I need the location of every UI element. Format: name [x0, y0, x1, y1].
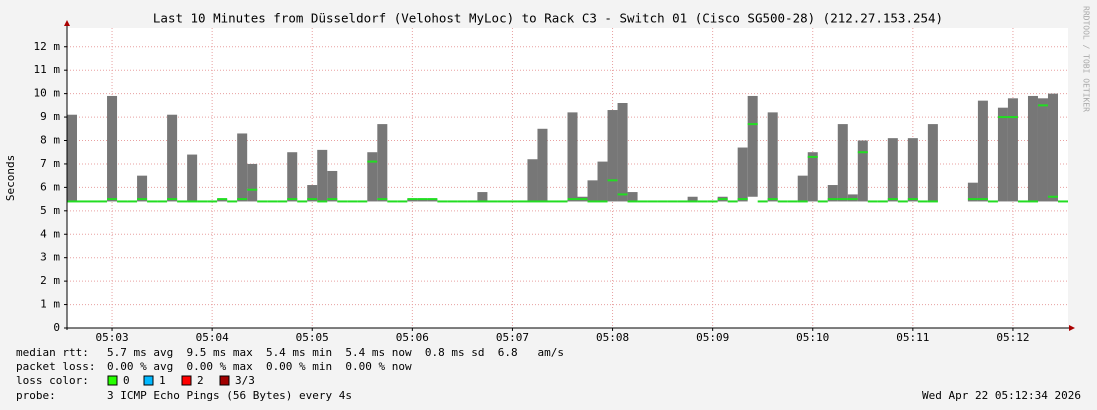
smoke-band — [1027, 95, 1038, 202]
smoke-band — [317, 149, 328, 202]
loss-swatch — [107, 375, 118, 386]
smoke-band — [247, 163, 258, 202]
x-tick-label: 05:06 — [396, 331, 429, 344]
smoke-band — [847, 194, 858, 202]
smoke-band — [107, 95, 118, 202]
smoke-band — [997, 107, 1008, 202]
y-tick-label: 3 m — [40, 251, 60, 264]
loss-swatch-label: 2 — [197, 374, 204, 387]
loss-swatch-label: 0 — [123, 374, 130, 387]
smoke-band — [367, 152, 378, 202]
smoke-band — [167, 114, 178, 202]
smoke-band — [1047, 93, 1058, 202]
y-tick-label: 9 m — [40, 110, 60, 123]
smoke-band — [237, 133, 248, 202]
y-tick-label: 12 m — [34, 40, 61, 53]
axes — [64, 20, 1075, 331]
y-axis-arrow — [64, 20, 70, 26]
smoke-band — [687, 196, 698, 202]
smoke-band — [307, 185, 318, 202]
smoke-band — [477, 192, 488, 202]
x-axis-arrow — [1069, 325, 1075, 331]
smoke-band — [767, 112, 778, 202]
smoke-band — [857, 140, 868, 202]
smoke-band — [1007, 98, 1018, 202]
loss-swatch — [219, 375, 230, 386]
smoke-band — [737, 147, 748, 202]
smoke-band — [617, 103, 628, 202]
y-tick-label: 5 m — [40, 204, 60, 217]
x-tick-label: 05:11 — [896, 331, 929, 344]
smoke-band — [807, 152, 818, 202]
x-tick-label: 05:12 — [996, 331, 1029, 344]
probe-label: probe: — [16, 389, 56, 402]
smoke-band — [407, 199, 418, 202]
watermark: RRDTOOL / TOBI OETIKER — [1082, 6, 1091, 112]
stats-text: 0.00 % avg 0.00 % max 0.00 % min 0.00 % … — [107, 360, 412, 373]
smoke-band — [927, 124, 938, 202]
y-axis-label: Seconds — [4, 155, 17, 201]
x-tick-label: 05:07 — [496, 331, 529, 344]
loss-swatch — [143, 375, 154, 386]
smoke-band — [427, 199, 438, 202]
y-tick-label: 0 — [53, 321, 60, 334]
y-tick-label: 7 m — [40, 157, 60, 170]
timestamp: Wed Apr 22 05:12:34 2026 — [922, 389, 1081, 402]
x-tick-label: 05:10 — [796, 331, 829, 344]
stats-label: median rtt: — [16, 346, 89, 359]
smoke-band — [567, 112, 578, 202]
smoke-band — [527, 159, 538, 202]
x-tick-label: 05:05 — [296, 331, 329, 344]
loss-swatch-label: 1 — [159, 374, 166, 387]
smoke-band — [597, 161, 608, 202]
x-tick-label: 05:03 — [95, 331, 128, 344]
stats-label: packet loss: — [16, 360, 95, 373]
chart-title: Last 10 Minutes from Düsseldorf (Velohos… — [153, 11, 943, 26]
x-tick-label: 05:09 — [696, 331, 729, 344]
loss-label: loss color: — [16, 374, 89, 387]
smoke-band — [137, 175, 148, 202]
smoke-band — [67, 114, 78, 202]
smoke-band — [187, 154, 198, 202]
grid: 0 1 m 2 m 3 m 4 m 5 m 6 m 7 m 8 m 9 m 10 m 11 m 12 m… — [34, 28, 1068, 344]
smoke-band — [627, 192, 638, 202]
smoke-band — [837, 124, 848, 202]
smoke-band — [327, 170, 338, 202]
smoke-band — [537, 128, 548, 202]
smoke-band — [747, 95, 758, 197]
stats-text: 5.7 ms avg 9.5 ms max 5.4 ms min 5.4 ms … — [107, 346, 564, 359]
smoke-band — [607, 110, 618, 202]
smoke-band — [887, 138, 898, 202]
smoke-band — [907, 138, 918, 202]
smoke-band — [287, 152, 298, 202]
y-tick-label: 1 m — [40, 298, 60, 311]
x-tick-label: 05:08 — [596, 331, 629, 344]
y-tick-label: 2 m — [40, 274, 60, 287]
loss-swatch — [181, 375, 192, 386]
marks — [67, 93, 1068, 203]
smoke-band — [417, 199, 428, 202]
y-tick-label: 8 m — [40, 134, 60, 147]
y-tick-label: 10 m — [34, 87, 61, 100]
smoke-band — [827, 185, 838, 202]
legend: median rtt: 5.7 ms avg 9.5 ms max 5.4 ms … — [16, 346, 1081, 402]
smoke-band — [377, 124, 388, 202]
smoke-band — [977, 100, 988, 202]
smoke-band — [587, 180, 598, 202]
loss-swatch-label: 3/3 — [235, 374, 255, 387]
x-tick-label: 05:04 — [196, 331, 229, 344]
y-tick-label: 4 m — [40, 227, 60, 240]
y-tick-label: 11 m — [34, 63, 61, 76]
smoke-band — [1037, 98, 1048, 202]
y-tick-label: 6 m — [40, 180, 60, 193]
smoke-band — [797, 175, 808, 202]
smoke-band — [967, 182, 978, 202]
probe-text: 3 ICMP Echo Pings (56 Bytes) every 4s — [107, 389, 352, 402]
smoke-band — [217, 199, 228, 202]
